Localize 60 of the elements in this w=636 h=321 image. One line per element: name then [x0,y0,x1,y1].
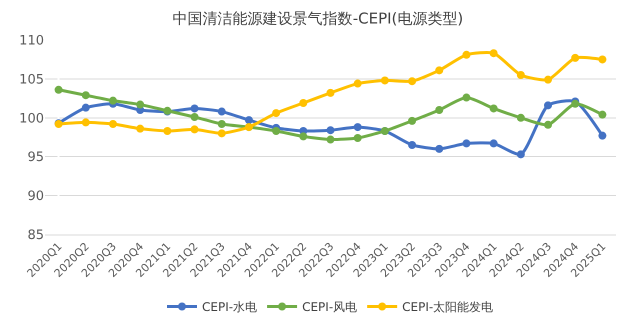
point [380,76,389,84]
point [435,66,444,74]
y-tick-label: 105 [19,72,44,88]
point [598,55,606,64]
legend-label: CEPI-水电 [202,300,258,314]
point [354,134,362,142]
point [299,132,308,140]
point [218,108,226,116]
y-tick-label: 90 [27,189,44,204]
point [490,104,498,112]
point [108,120,117,128]
legend-label: CEPI-风电 [302,300,358,314]
y-tick-label: 100 [19,111,44,126]
point [190,104,199,112]
point [82,118,90,126]
point [462,139,470,148]
point [462,94,470,102]
point [190,125,199,134]
point [299,98,308,107]
point [544,120,552,129]
point [598,132,606,140]
point [326,88,334,97]
point [54,86,63,94]
point [571,100,580,108]
point [218,129,226,138]
point [136,124,144,133]
point [571,54,580,62]
point [163,126,172,135]
point [408,77,416,86]
point [82,91,90,100]
point [408,116,416,125]
y-tick-label: 85 [27,228,44,243]
point [490,49,498,58]
point [354,80,362,88]
point [354,123,362,132]
point [272,126,280,135]
point [516,114,525,122]
point [272,109,280,118]
point [544,76,552,84]
y-tick-label: 110 [19,34,44,49]
point [516,150,525,158]
y-tick-label: 95 [27,150,44,166]
point [516,71,525,79]
chart-title: 中国清洁能源建设景气指数-CEPI(电源类型) [172,9,464,28]
point [244,116,253,124]
point [435,144,444,153]
legend-label: CEPI-太阳能发电 [402,300,494,314]
point [108,96,117,105]
point [462,50,470,59]
point [136,100,144,109]
point [190,112,199,121]
point [218,120,226,128]
point [435,106,444,114]
point [598,110,606,119]
point [544,101,552,110]
point [82,104,90,112]
point [326,136,334,144]
point [490,139,498,148]
point [326,126,334,134]
point [408,140,416,149]
